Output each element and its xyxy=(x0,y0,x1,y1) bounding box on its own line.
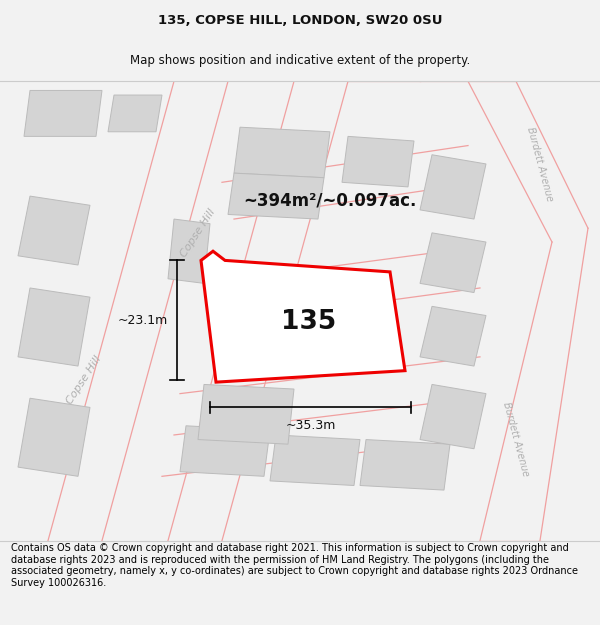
Polygon shape xyxy=(234,127,330,177)
Polygon shape xyxy=(168,219,210,283)
Polygon shape xyxy=(201,251,405,382)
Text: 135: 135 xyxy=(281,309,337,336)
Polygon shape xyxy=(18,288,90,366)
Text: Copse Hill: Copse Hill xyxy=(179,207,217,259)
Polygon shape xyxy=(18,196,90,265)
Polygon shape xyxy=(342,136,414,187)
Polygon shape xyxy=(360,439,450,490)
Text: ~35.3m: ~35.3m xyxy=(286,419,335,432)
Polygon shape xyxy=(180,426,270,476)
Text: ~394m²/~0.097ac.: ~394m²/~0.097ac. xyxy=(244,192,416,210)
Polygon shape xyxy=(420,233,486,292)
Polygon shape xyxy=(24,91,102,136)
Text: Burdett Avenue: Burdett Avenue xyxy=(501,401,531,478)
Polygon shape xyxy=(18,398,90,476)
Text: 135, COPSE HILL, LONDON, SW20 0SU: 135, COPSE HILL, LONDON, SW20 0SU xyxy=(158,14,442,27)
Polygon shape xyxy=(270,435,360,486)
Text: Copse Hill: Copse Hill xyxy=(65,354,103,406)
Text: Map shows position and indicative extent of the property.: Map shows position and indicative extent… xyxy=(130,54,470,68)
Polygon shape xyxy=(420,384,486,449)
Polygon shape xyxy=(108,95,162,132)
Text: Burdett Avenue: Burdett Avenue xyxy=(525,126,555,202)
Polygon shape xyxy=(420,306,486,366)
Polygon shape xyxy=(198,384,294,444)
Polygon shape xyxy=(420,155,486,219)
Text: Contains OS data © Crown copyright and database right 2021. This information is : Contains OS data © Crown copyright and d… xyxy=(11,543,578,588)
Text: ~23.1m: ~23.1m xyxy=(118,314,168,327)
Polygon shape xyxy=(228,173,324,219)
